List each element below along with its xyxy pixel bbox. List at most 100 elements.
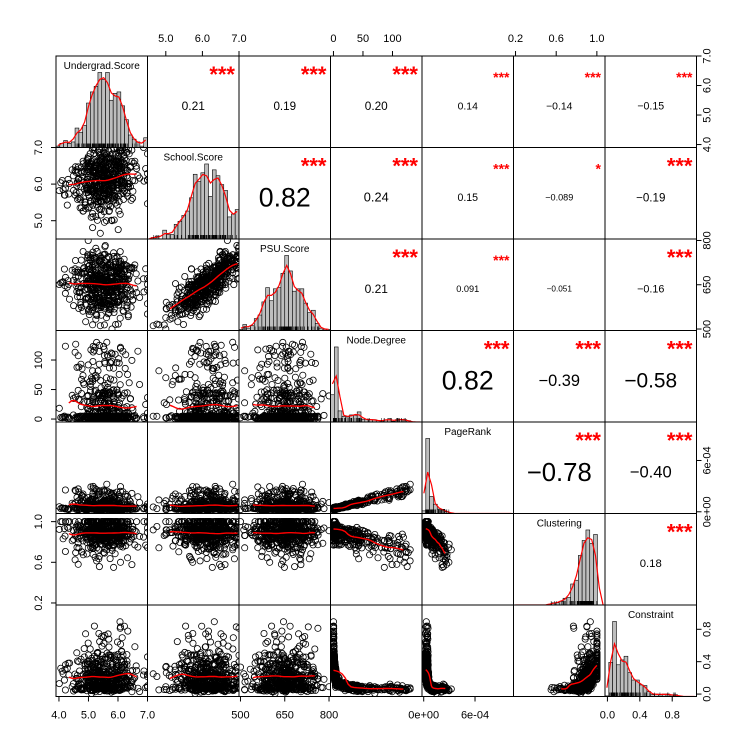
scatter-point	[200, 292, 208, 300]
scatter-point	[115, 355, 123, 363]
scatter-point	[140, 177, 148, 185]
scatter-point	[84, 361, 92, 369]
histogram-bar	[181, 215, 186, 239]
histogram-bar	[189, 197, 194, 239]
scatter-point	[155, 367, 163, 375]
scatter-point	[248, 374, 256, 382]
scatter-point	[110, 393, 118, 401]
scatter-point	[215, 282, 223, 290]
scatter-point	[107, 260, 115, 268]
scatter-point	[162, 314, 170, 322]
scatter-point	[325, 392, 331, 400]
histogram-bar	[67, 143, 72, 148]
scatter-point	[192, 394, 200, 402]
scatter-point	[123, 403, 131, 411]
scatter-point	[253, 393, 261, 401]
scatter-point	[273, 359, 281, 367]
histogram-bar	[231, 213, 236, 239]
scatter-point	[124, 370, 132, 378]
scatter-point	[93, 247, 101, 255]
histogram-bar	[234, 209, 239, 239]
correlation-value: 0.19	[273, 100, 296, 113]
scatter-point	[110, 296, 118, 304]
scatter-point	[215, 286, 223, 294]
scatter-point	[125, 379, 133, 387]
scatter-point	[229, 338, 237, 346]
scatter-point	[127, 501, 135, 509]
scatter-point	[183, 413, 191, 421]
scatter-point	[211, 291, 219, 299]
scatter-point	[222, 359, 230, 367]
scatter-point	[123, 389, 131, 397]
scatter-point	[199, 390, 207, 398]
scatter-point	[104, 352, 112, 360]
scatter-point	[230, 496, 238, 504]
histogram-bar	[70, 141, 76, 148]
scatter-point	[210, 365, 218, 373]
scatter-point	[142, 165, 148, 173]
variable-label-node-degree: Node.Degree	[347, 336, 407, 347]
panel-r0-c3: 0.20 ***	[330, 55, 423, 148]
scatter-point	[84, 307, 92, 315]
scatter-point	[100, 342, 108, 350]
scatter-point	[108, 325, 116, 331]
smooth-line	[252, 403, 315, 409]
scatter-point	[93, 272, 101, 280]
density-curve	[149, 173, 238, 239]
scatter-point	[120, 409, 128, 417]
scatter-point	[187, 311, 195, 319]
scatter-point	[173, 291, 181, 299]
scatter-point	[166, 396, 174, 404]
significance-stars: ***	[493, 161, 510, 177]
scatter-point	[69, 504, 77, 512]
scatter-point	[76, 293, 84, 301]
density-curve	[57, 76, 146, 147]
scatter-point	[88, 251, 96, 259]
histogram-bar	[112, 93, 118, 148]
scatter-point	[58, 176, 66, 184]
density-curve	[331, 374, 421, 422]
smooth-line	[68, 282, 137, 287]
scatter-point	[258, 403, 266, 411]
scatter-point	[119, 414, 127, 422]
scatter-point	[108, 489, 116, 497]
scatter-point	[110, 308, 118, 316]
scatter-point	[294, 394, 302, 402]
histogram-bar	[292, 290, 297, 331]
scatter-point	[110, 386, 118, 394]
scatter-point	[108, 350, 116, 358]
scatter-point	[61, 342, 69, 350]
scatter-point	[89, 492, 97, 500]
scatter-point	[129, 290, 137, 298]
scatter-point	[289, 404, 297, 412]
scatter-point	[211, 390, 219, 398]
scatter-point	[79, 379, 87, 387]
significance-stars: ***	[392, 245, 418, 270]
scatter-point	[273, 363, 281, 371]
scatter-point	[199, 497, 207, 505]
scatter-point	[187, 357, 195, 365]
scatter-point	[215, 395, 223, 403]
scatter-point	[113, 156, 121, 164]
scatter-point	[191, 295, 199, 303]
scatter-point	[90, 393, 98, 401]
scatter-point	[64, 505, 72, 513]
scatter-point	[110, 166, 118, 174]
scatter-point	[100, 264, 108, 272]
scatter-point	[69, 172, 77, 180]
scatter-point	[139, 275, 147, 283]
scatter-point	[298, 338, 306, 346]
scatter-point	[202, 342, 210, 350]
scatter-point	[109, 390, 117, 398]
scatter-point	[247, 381, 255, 389]
scatter-point	[203, 358, 211, 366]
scatter-point	[263, 386, 271, 394]
scatter-point	[117, 483, 125, 491]
scatter-point	[121, 260, 129, 268]
scatter-point	[208, 390, 216, 398]
scatter-point	[263, 370, 271, 378]
scatter-point	[207, 355, 215, 363]
scatter-point	[66, 179, 74, 187]
scatter-point	[175, 503, 183, 511]
scatter-point	[279, 350, 287, 358]
